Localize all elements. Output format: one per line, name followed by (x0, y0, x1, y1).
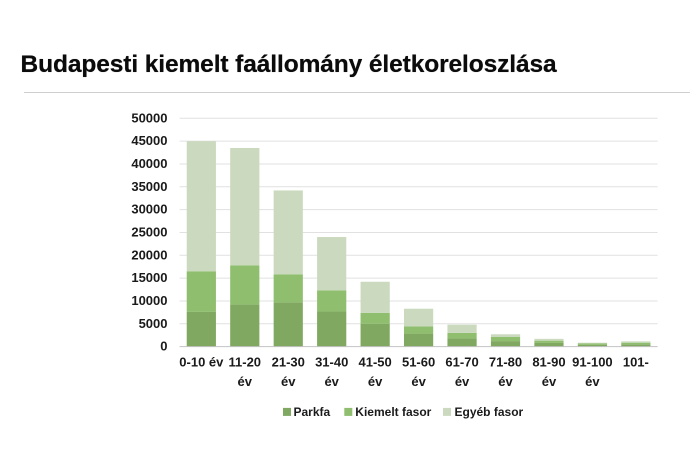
svg-text:31-40: 31-40 (315, 355, 348, 370)
svg-text:30000: 30000 (131, 202, 167, 217)
svg-text:51-60: 51-60 (402, 355, 435, 370)
svg-text:Parkfa: Parkfa (294, 405, 331, 419)
svg-text:25000: 25000 (131, 224, 167, 239)
svg-text:71-80: 71-80 (489, 355, 522, 370)
svg-text:Egyéb fasor: Egyéb fasor (455, 405, 524, 419)
svg-text:20000: 20000 (131, 247, 167, 262)
svg-text:0-10 év: 0-10 év (179, 355, 224, 370)
svg-text:11-20: 11-20 (229, 355, 262, 370)
svg-text:év: év (324, 374, 339, 389)
svg-text:0: 0 (160, 339, 167, 354)
svg-text:61-70: 61-70 (445, 355, 478, 370)
svg-text:év: év (585, 374, 600, 389)
svg-text:15000: 15000 (131, 270, 167, 285)
svg-text:5000: 5000 (139, 316, 168, 331)
svg-text:év: év (281, 374, 296, 389)
svg-text:év: év (542, 374, 557, 389)
svg-text:év: év (455, 374, 470, 389)
svg-text:év: év (411, 374, 426, 389)
svg-text:21-30: 21-30 (272, 355, 305, 370)
svg-text:50000: 50000 (131, 110, 167, 125)
svg-text:91-100: 91-100 (572, 355, 612, 370)
svg-text:35000: 35000 (131, 179, 167, 194)
svg-text:év: év (498, 374, 513, 389)
svg-text:81-90: 81-90 (532, 355, 565, 370)
svg-text:40000: 40000 (131, 156, 167, 171)
svg-text:év: év (238, 374, 253, 389)
svg-text:év: év (368, 374, 383, 389)
svg-text:45000: 45000 (131, 133, 167, 148)
svg-text:41-50: 41-50 (359, 355, 392, 370)
svg-text:Kiemelt fasor: Kiemelt fasor (355, 405, 431, 419)
svg-text:10000: 10000 (131, 293, 167, 308)
svg-text:101-: 101- (623, 355, 649, 370)
